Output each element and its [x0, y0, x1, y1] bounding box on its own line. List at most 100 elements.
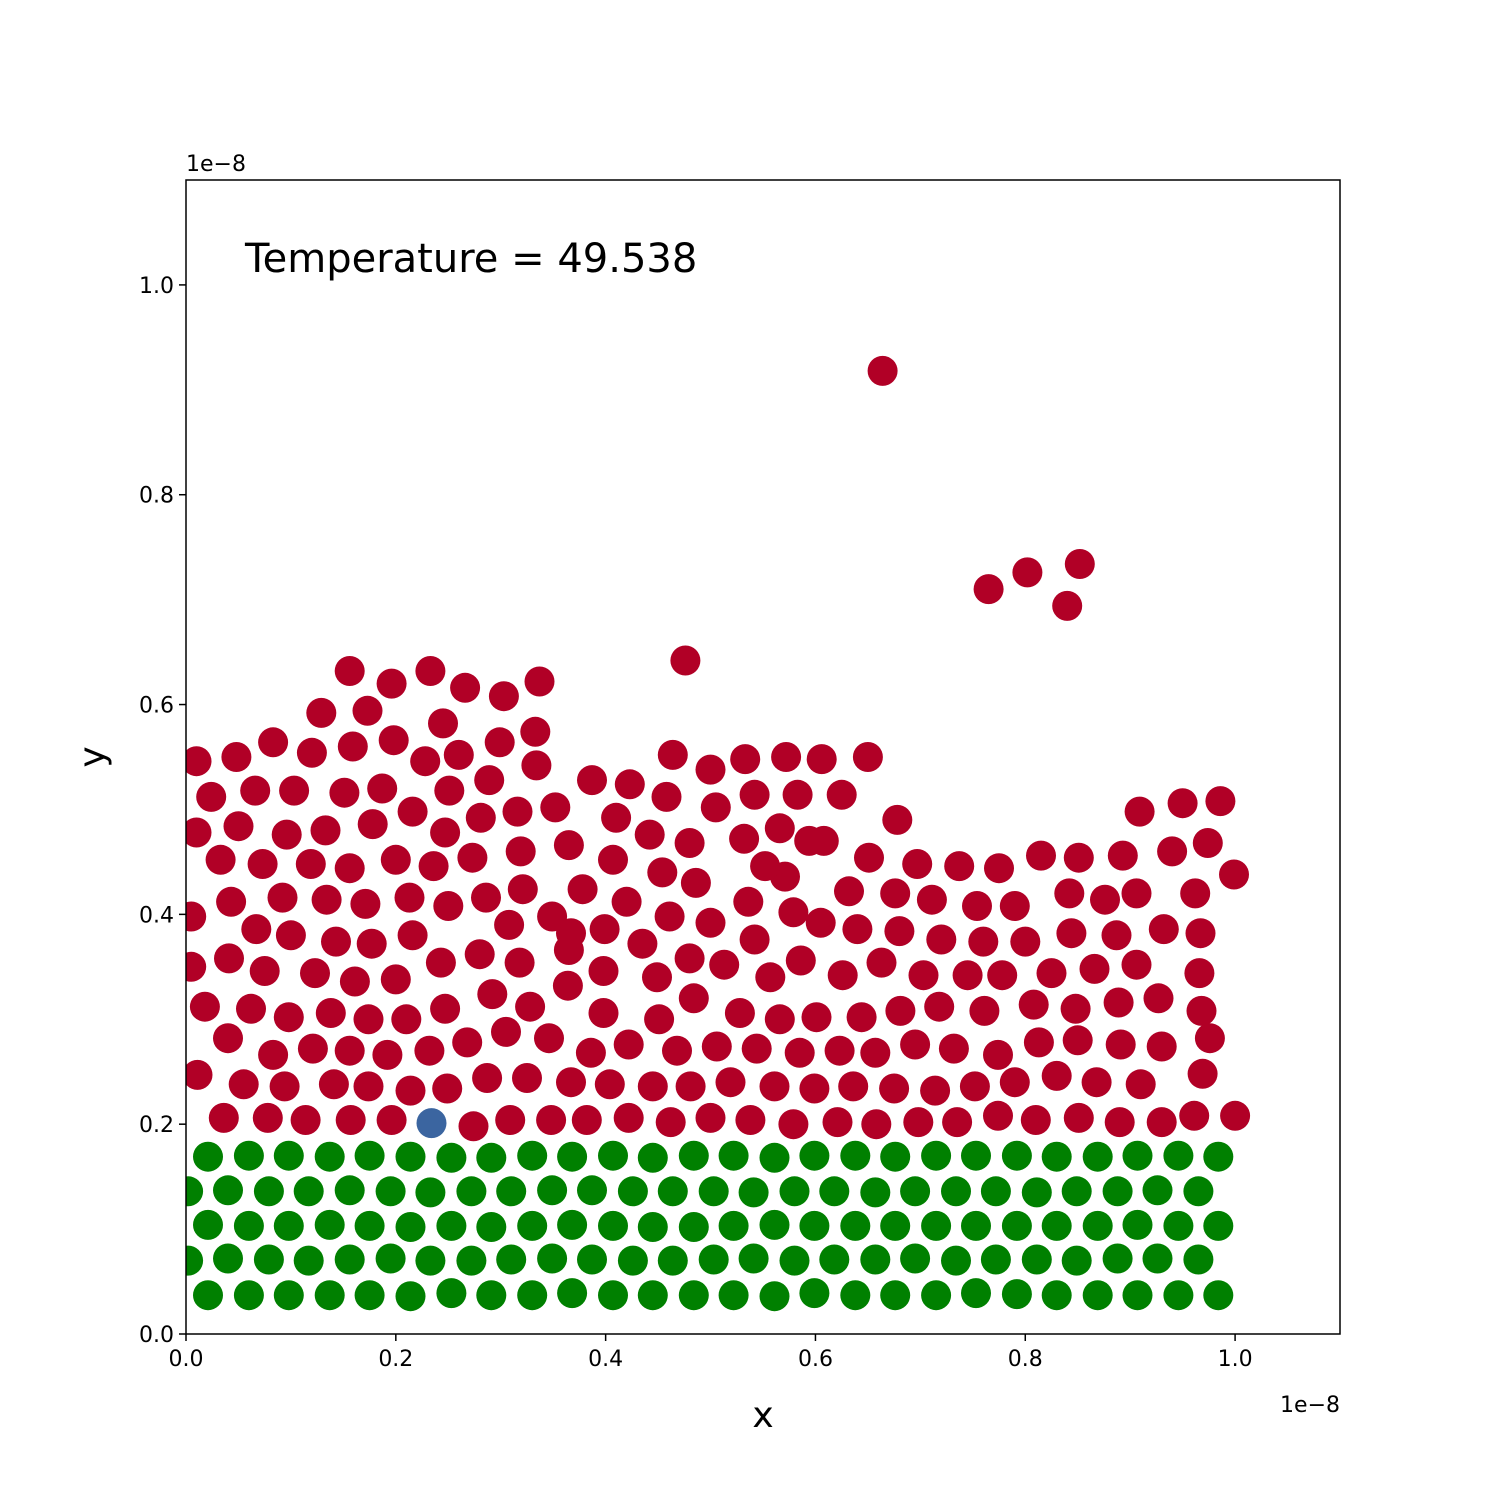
scatter-point — [999, 1067, 1030, 1098]
scatter-point — [567, 874, 598, 905]
scatter-point — [472, 1063, 503, 1093]
scatter-point — [601, 802, 632, 833]
scatter-point — [944, 851, 975, 882]
scatter-point — [647, 857, 678, 888]
scatter-point — [476, 1280, 507, 1311]
scatter-point — [273, 1210, 304, 1241]
scatter-point — [474, 765, 505, 796]
scatter-point — [617, 1245, 648, 1276]
scatter-point — [674, 943, 705, 974]
scatter-point — [575, 1037, 606, 1068]
x-tick-label: 0.6 — [798, 1347, 833, 1372]
scatter-point — [354, 1280, 385, 1311]
scatter-point — [1220, 1100, 1251, 1131]
scatter-point — [759, 1281, 790, 1312]
scatter-point — [434, 775, 465, 806]
scatter-point — [588, 956, 619, 986]
scatter-point — [1012, 557, 1043, 588]
scatter-point — [698, 1244, 729, 1275]
scatter-point — [213, 1175, 243, 1206]
scatter-point — [1063, 1102, 1094, 1133]
scatter-point — [1060, 993, 1091, 1024]
scatter-point — [507, 874, 538, 905]
scatter-point — [840, 1140, 871, 1171]
scatter-point — [695, 754, 726, 785]
scatter-point — [778, 897, 809, 928]
scatter-point — [273, 1002, 304, 1033]
scatter-point — [799, 1140, 830, 1171]
scatter-point — [557, 1141, 588, 1172]
x-tick-label: 0.0 — [169, 1347, 204, 1372]
scatter-point — [186, 1176, 204, 1207]
scatter-point — [921, 1280, 952, 1311]
scatter-point — [410, 746, 441, 777]
scatter-point — [1203, 1210, 1234, 1241]
scatter-point — [852, 742, 883, 772]
scatter-point — [476, 1212, 507, 1242]
scatter-point — [376, 1105, 407, 1135]
scatter-point — [900, 1029, 931, 1060]
scatter-point — [337, 731, 368, 762]
scatter-point — [709, 949, 740, 980]
scatter-point — [214, 943, 244, 974]
y-tick-label: 0.0 — [139, 1323, 174, 1348]
scatter-point — [1121, 949, 1152, 980]
scatter-point — [866, 947, 897, 978]
scatter-point — [1148, 914, 1179, 945]
scatter-point — [452, 1027, 483, 1058]
scatter-point — [1105, 1029, 1136, 1060]
scatter-point — [494, 909, 525, 940]
scatter-point — [537, 1243, 568, 1274]
scatter-point — [213, 1243, 243, 1274]
scatter-point — [973, 574, 1004, 605]
scatter-point — [1163, 1210, 1194, 1241]
scatter-point — [375, 1243, 406, 1274]
scatter-point — [314, 1141, 345, 1172]
scatter-point — [1122, 1209, 1153, 1240]
scatter-point — [1219, 859, 1249, 890]
scatter-point — [1103, 987, 1134, 1018]
scatter-point — [1063, 842, 1094, 873]
scatter-point — [395, 1141, 426, 1172]
x-tick-label: 1.0 — [1218, 1347, 1253, 1372]
scatter-point — [540, 792, 571, 823]
scatter-point — [999, 891, 1030, 921]
scatter-point — [517, 1210, 548, 1241]
scatter-point — [436, 1142, 467, 1173]
scatter-point — [695, 907, 726, 938]
scatter-point — [1203, 1141, 1234, 1172]
scatter-point — [941, 1245, 971, 1276]
scatter-point — [980, 1244, 1011, 1275]
scatter-point — [987, 960, 1018, 991]
scatter-point — [1125, 1069, 1156, 1100]
scatter-point — [598, 1210, 628, 1241]
scatter-point — [213, 1023, 243, 1054]
scatter-point — [334, 656, 365, 686]
scatter-point — [884, 916, 915, 947]
scatter-point — [314, 1280, 345, 1311]
scatter-point — [962, 891, 992, 921]
scatter-point — [1205, 786, 1236, 817]
scatter-point — [1194, 1023, 1225, 1054]
scatter-point — [275, 920, 306, 951]
scatter-point — [594, 1069, 625, 1100]
scatter-point — [193, 1209, 223, 1240]
scatter-point — [942, 1107, 973, 1138]
x-tick-label: 0.4 — [588, 1347, 623, 1372]
scatter-point — [236, 993, 266, 1024]
scatter-point — [1180, 878, 1211, 909]
scatter-point — [589, 914, 620, 945]
scatter-point — [1184, 958, 1215, 989]
scatter-point — [1102, 1176, 1133, 1207]
scatter-point — [759, 1071, 790, 1102]
scatter-point — [571, 1105, 602, 1135]
scatter-point — [271, 819, 302, 850]
scatter-point — [903, 1107, 934, 1138]
scatter-point — [784, 1037, 815, 1068]
scatter-point — [512, 1063, 542, 1093]
scatter-point — [739, 779, 770, 810]
scatter-point — [680, 867, 711, 898]
scatter-point — [425, 947, 456, 978]
scatter-point — [834, 876, 864, 907]
scatter-point — [372, 1039, 403, 1070]
